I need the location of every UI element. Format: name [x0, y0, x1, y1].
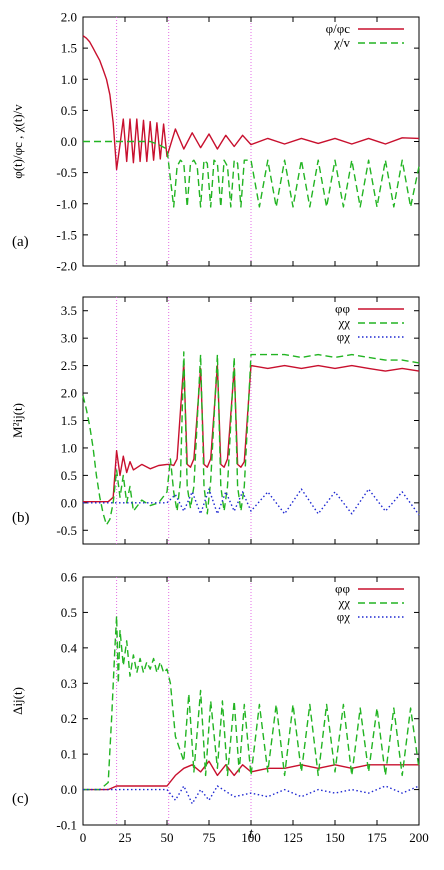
y-tick-label: -1.5 [56, 227, 77, 242]
series-line [82, 35, 420, 171]
y-tick-label: 0.0 [61, 495, 77, 510]
y-tick-label: 0.0 [61, 134, 77, 149]
series-line [83, 140, 420, 208]
panel-b: 3.5 3.0 2.5 2.0 1.5 1.0 0.5 0.0 -0.5 M²ij(t) (b) φφ… [10, 296, 420, 545]
y-tick-label: -0.1 [56, 818, 77, 833]
y-tick-label: -0.5 [56, 165, 77, 180]
x-tick-label: 75 [203, 830, 216, 845]
x-tick-label: 175 [367, 830, 387, 845]
y-tick-label: -0.5 [56, 523, 77, 538]
y-tick-label: 0.5 [61, 605, 77, 620]
y-tick-label: 3.0 [61, 331, 77, 346]
legend-label: φφ [335, 301, 350, 316]
series-line [82, 351, 420, 526]
series-line [83, 760, 419, 791]
x-tick-label: 100 [241, 830, 261, 845]
x-axis-label: t [249, 826, 254, 842]
x-tick-label: 150 [325, 830, 345, 845]
y-axis-label: Δij(t) [10, 687, 25, 715]
y-tick-label: 2.5 [61, 358, 77, 373]
series-line [83, 615, 420, 791]
x-tick-label: 25 [119, 830, 132, 845]
y-tick-label: 0.2 [61, 711, 77, 726]
y-tick-label: 0.5 [61, 103, 77, 118]
y-tick-label: 2.0 [61, 386, 77, 401]
panel-c: 0.6 0.5 0.4 0.3 0.2 0.1 0.0 -0.10 25 50 75 100 125 15… [10, 570, 429, 846]
y-tick-label: 2.0 [61, 10, 77, 25]
x-tick-label: 0 [80, 830, 87, 845]
legend-label: χχ [337, 315, 350, 330]
y-tick-label: -2.0 [56, 259, 77, 274]
legend-label: φχ [337, 609, 351, 624]
y-tick-label: 1.5 [61, 413, 77, 428]
panel-label: (a) [12, 234, 29, 250]
y-tick-label: 0.1 [61, 747, 77, 762]
y-tick-label: 0.5 [61, 468, 77, 483]
y-tick-label: 0.3 [61, 676, 77, 691]
y-tick-label: 0.4 [61, 640, 78, 655]
y-tick-label: 0.6 [61, 570, 78, 585]
x-tick-label: 200 [409, 830, 429, 845]
legend-label: φ/φc [326, 21, 351, 36]
legend-label: χχ [337, 595, 350, 610]
y-tick-label: 0.0 [61, 782, 77, 797]
x-tick-label: 50 [161, 830, 174, 845]
y-tick-label: 3.5 [61, 303, 77, 318]
x-tick-label: 125 [283, 830, 303, 845]
series-line [83, 488, 420, 516]
legend-label: χ/v [333, 35, 350, 50]
y-axis-label: φ(t)/φc , χ(t)/v [10, 104, 25, 179]
series-line [83, 785, 420, 805]
y-tick-label: 1.0 [61, 72, 77, 87]
panel-label: (c) [12, 791, 29, 807]
panel-a: 2.0 1.5 1.0 0.5 0.0 -0.5 -1.0 -1.5 -2.0 φ(t)/φc ,… [10, 10, 420, 274]
y-tick-label: 1.0 [61, 440, 77, 455]
panel-label: (b) [12, 510, 30, 526]
y-tick-label: -1.0 [56, 196, 77, 211]
y-tick-label: 1.5 [61, 41, 77, 56]
legend-label: φχ [337, 329, 351, 344]
y-axis-label: M²ij(t) [10, 403, 25, 438]
legend-label: φφ [335, 581, 350, 596]
